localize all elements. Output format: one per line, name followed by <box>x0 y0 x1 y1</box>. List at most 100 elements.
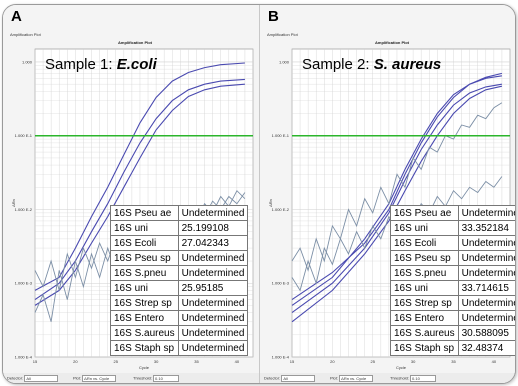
detector-name-cell: 16S uni <box>390 220 459 236</box>
amplification-curve <box>291 72 503 301</box>
detector-name-cell: 16S Staph sp <box>110 340 179 356</box>
panel-b: B Amplification Plot Amplification Plot … <box>259 5 515 383</box>
detector-name-cell: 16S S.pneu <box>390 265 459 281</box>
y-tick-label: 1.000 E-3 <box>15 281 33 286</box>
sample-organism: E.coli <box>117 56 158 73</box>
detector-name-cell: 16S uni <box>390 280 459 296</box>
detector-name-cell: 16S Ecoli <box>390 235 459 251</box>
table-row: 16S EcoliUndetermined <box>390 235 515 251</box>
table-row: 16S S.aureus 30.588095 <box>390 325 515 341</box>
amplification-curve <box>34 83 245 306</box>
x-tick-label: 15 <box>290 359 295 364</box>
detector-name-cell: 16S S.aureus <box>390 325 459 341</box>
x-axis-label: Cycle <box>139 365 150 370</box>
ct-value-cell: Undetermined <box>177 265 249 281</box>
table-row: 16S uni 33.352184 <box>390 220 515 236</box>
y-axis-label: ΔRn <box>268 199 273 207</box>
x-tick-label: 30 <box>411 359 416 364</box>
x-tick-label: 35 <box>451 359 456 364</box>
x-tick-label: 20 <box>73 359 78 364</box>
ct-value-cell: 30.588095 <box>457 325 515 341</box>
ct-value-cell: Undetermined <box>457 295 515 311</box>
plot-title: Amplification Plot <box>118 40 152 45</box>
ct-value-cell: 27.042343 <box>177 235 249 251</box>
y-tick-label: 1.000 E-4 <box>272 355 290 360</box>
detector-name-cell: 16S Entero <box>390 310 459 326</box>
table-row: 16S uni 25.95185 <box>110 280 249 296</box>
ct-value-cell: 33.352184 <box>457 220 515 236</box>
ct-value-cell: 32.48374 <box>457 340 515 356</box>
detector-label: Detector <box>7 375 23 381</box>
y-tick-label: 1.000 E-2 <box>15 207 33 212</box>
bottom-bar: Detector: All Plot: ΔRn vs. Cycle Thresh… <box>3 373 259 383</box>
y-tick-label: 1.000 <box>22 59 33 64</box>
y-tick-label: 1.000 E-1 <box>15 133 33 138</box>
threshold-label: Threshold <box>390 375 408 381</box>
detector-name-cell: 16S Ecoli <box>110 235 179 251</box>
detector-name-cell: 16S Pseu ae <box>110 205 179 221</box>
detector-name-cell: 16S uni <box>110 220 179 236</box>
table-row: 16S Ecoli 27.042343 <box>110 235 249 251</box>
x-tick-label: 20 <box>330 359 335 364</box>
ct-results-table: 16S Pseu ae Undetermined 16S uni 25.199108 1… <box>110 205 249 356</box>
detector-select[interactable]: All <box>281 375 316 382</box>
ct-value-cell: 33.714615 <box>457 280 515 296</box>
sample-title: Sample 2: S. aureus <box>302 56 441 73</box>
detector-name-cell: 16S S.aureus <box>110 325 179 341</box>
amplification-curve <box>34 62 245 291</box>
detector-select[interactable]: All <box>24 375 59 382</box>
ct-value-cell: Undetermined <box>177 250 249 266</box>
amplification-curve <box>291 83 502 314</box>
table-row: 16S Staph sp Undetermined <box>110 340 249 356</box>
detector-name-cell: 16S Pseu ae <box>390 205 459 221</box>
ct-value-cell: Undetermined <box>177 310 249 326</box>
x-tick-label: 15 <box>33 359 38 364</box>
threshold-input[interactable]: 0.10 <box>153 375 180 382</box>
y-tick-label: 1.000 E-2 <box>272 207 290 212</box>
ct-value-cell: 25.199108 <box>177 220 249 236</box>
plot-select[interactable]: ΔRn vs. Cycle <box>82 375 117 382</box>
x-tick-label: 35 <box>194 359 199 364</box>
x-tick-label: 25 <box>114 359 119 364</box>
detector-name-cell: 16S Staph sp <box>390 340 459 356</box>
table-row: 16S uni 33.714615 <box>390 280 515 296</box>
ct-value-cell: Undetermined <box>177 325 249 341</box>
ct-value-cell: 25.95185 <box>177 280 249 296</box>
panel-a: A Amplification Plot Amplification Plot … <box>3 5 259 383</box>
detector-name-cell: 16S uni <box>110 280 179 296</box>
threshold-label: Threshold <box>133 375 151 381</box>
detector-name-cell: 16S Strep sp <box>110 295 179 311</box>
table-row: 16S Staph sp 32.48374 <box>390 340 515 356</box>
detector-label: Detector <box>264 375 280 381</box>
detector-name-cell: 16S Pseu sp <box>110 250 179 266</box>
x-tick-label: 40 <box>235 359 240 364</box>
ct-value-cell: Undetermined <box>457 250 515 266</box>
ct-value-cell: Undetermined <box>177 340 249 356</box>
sample-organism: S. aureus <box>374 56 442 73</box>
sample-title: Sample 1: E.coli <box>45 56 158 73</box>
ct-value-cell: Undetermined <box>457 205 515 221</box>
panel-letter: A <box>11 8 22 25</box>
ct-value-cell: Undetermined <box>457 235 515 251</box>
detector-name-cell: 16S S.pneu <box>110 265 179 281</box>
ct-value-cell: Undetermined <box>457 310 515 326</box>
threshold-input[interactable]: 0.10 <box>410 375 437 382</box>
detector-name-cell: 16S Entero <box>110 310 179 326</box>
amplification-curve <box>291 102 503 272</box>
x-axis-label: Cycle <box>396 365 407 370</box>
sample-prefix: Sample 1: <box>45 56 117 73</box>
y-tick-label: 1.000 E-3 <box>272 281 290 286</box>
x-tick-label: 25 <box>371 359 376 364</box>
plot-select[interactable]: ΔRn vs. Cycle <box>339 375 374 382</box>
detector-name-cell: 16S Strep sp <box>390 295 459 311</box>
amplification-curve <box>291 85 503 323</box>
